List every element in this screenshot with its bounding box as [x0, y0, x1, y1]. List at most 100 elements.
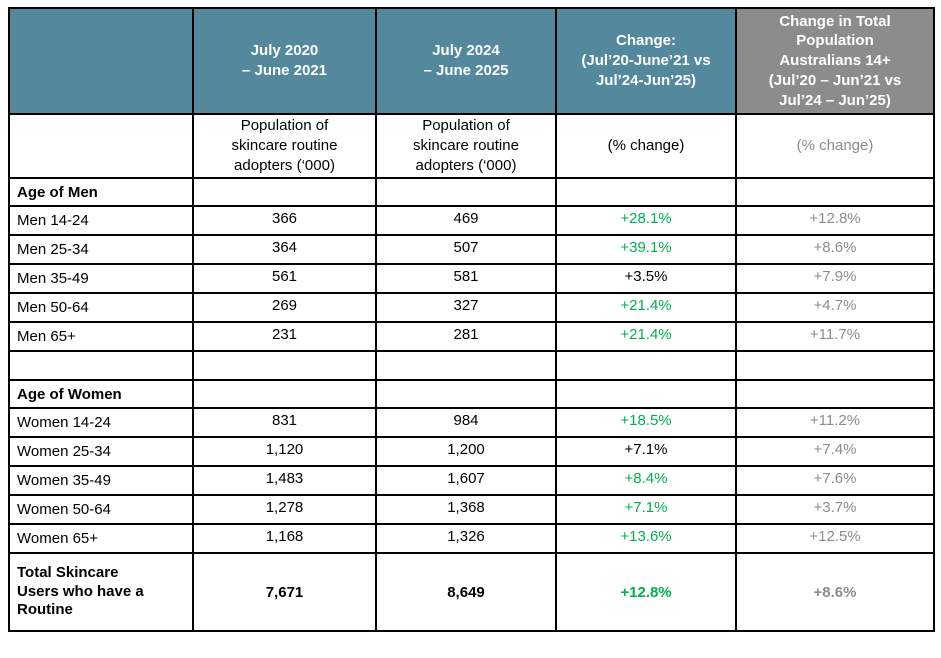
value-2024: 984: [375, 407, 557, 438]
value-2020: 269: [192, 292, 377, 323]
population-change-value: +11.7%: [735, 321, 935, 352]
section-label: Age of Women: [8, 379, 194, 409]
population-change-value: +12.8%: [735, 205, 935, 236]
empty-cell: [192, 177, 377, 207]
row-label: Women 50-64: [8, 494, 194, 525]
table-row: Men 14-24 366 469 +28.1% +12.8%: [8, 205, 935, 236]
row-label: Men 35-49: [8, 263, 194, 294]
header-cell-period-2020: July 2020 – June 2021: [192, 7, 377, 115]
empty-cell: [375, 350, 557, 381]
row-label: Men 25-34: [8, 234, 194, 265]
change-value: +13.6%: [620, 528, 672, 545]
empty-cell: [192, 350, 377, 381]
change-cell: +18.5%: [555, 407, 737, 438]
population-change-value: +4.7%: [735, 292, 935, 323]
table-header-row: July 2020 – June 2021 July 2024 – June 2…: [8, 7, 935, 115]
change-value: +12.8%: [620, 583, 672, 601]
change-value: +21.4%: [620, 326, 672, 343]
total-value-2024: 8,649: [375, 552, 557, 632]
value-2020: 366: [192, 205, 377, 236]
change-cell: +7.1%: [555, 494, 737, 525]
empty-cell: [735, 177, 935, 207]
table-row: Women 25-34 1,120 1,200 +7.1% +7.4%: [8, 436, 935, 467]
value-2020: 364: [192, 234, 377, 265]
total-population-change-value: +8.6%: [735, 552, 935, 632]
row-label: Women 65+: [8, 523, 194, 554]
value-2020: 1,483: [192, 465, 377, 496]
change-cell: +13.6%: [555, 523, 737, 554]
value-2020: 1,120: [192, 436, 377, 467]
change-value: +18.5%: [620, 412, 672, 429]
value-2020: 1,168: [192, 523, 377, 554]
row-label: Women 25-34: [8, 436, 194, 467]
table-row: Women 50-64 1,278 1,368 +7.1% +3.7%: [8, 494, 935, 525]
change-value: +39.1%: [620, 239, 672, 256]
empty-cell: [192, 379, 377, 409]
value-2024: 1,368: [375, 494, 557, 525]
spacer-row: [8, 350, 935, 381]
empty-cell: [375, 379, 557, 409]
section-row-age-of-men: Age of Men: [8, 177, 935, 207]
empty-cell: [8, 350, 194, 381]
change-cell: +21.4%: [555, 292, 737, 323]
table-row: Women 14-24 831 984 +18.5% +11.2%: [8, 407, 935, 438]
header-cell-total-population-change: Change in Total Population Australians 1…: [735, 7, 935, 115]
population-change-value: +12.5%: [735, 523, 935, 554]
value-2024: 1,200: [375, 436, 557, 467]
population-change-value: +11.2%: [735, 407, 935, 438]
empty-cell: [735, 379, 935, 409]
header-cell-period-2024: July 2024 – June 2025: [375, 7, 557, 115]
population-change-value: +7.6%: [735, 465, 935, 496]
header-cell-blank: [8, 7, 194, 115]
value-2020: 561: [192, 263, 377, 294]
value-2020: 231: [192, 321, 377, 352]
value-2024: 1,607: [375, 465, 557, 496]
table-row: Men 50-64 269 327 +21.4% +4.7%: [8, 292, 935, 323]
change-cell: +7.1%: [555, 436, 737, 467]
total-change-cell: +12.8%: [555, 552, 737, 632]
skincare-adoption-table: July 2020 – June 2021 July 2024 – June 2…: [8, 7, 935, 632]
subheader-cell-population-2024: Population of skincare routine adopters …: [375, 113, 557, 179]
total-label: Total Skincare Users who have a Routine: [8, 552, 194, 632]
row-label: Men 50-64: [8, 292, 194, 323]
change-value: +8.4%: [624, 470, 668, 487]
change-cell: +28.1%: [555, 205, 737, 236]
change-cell: +8.4%: [555, 465, 737, 496]
value-2024: 469: [375, 205, 557, 236]
total-row: Total Skincare Users who have a Routine …: [8, 552, 935, 632]
value-2024: 581: [375, 263, 557, 294]
change-value: +7.1%: [624, 441, 668, 458]
table-row: Women 35-49 1,483 1,607 +8.4% +7.6%: [8, 465, 935, 496]
value-2024: 1,326: [375, 523, 557, 554]
total-value-2020: 7,671: [192, 552, 377, 632]
value-2020: 1,278: [192, 494, 377, 525]
empty-cell: [555, 350, 737, 381]
section-label: Age of Men: [8, 177, 194, 207]
empty-cell: [555, 379, 737, 409]
population-change-value: +8.6%: [735, 234, 935, 265]
table-row: Women 65+ 1,168 1,326 +13.6% +12.5%: [8, 523, 935, 554]
row-label: Men 65+: [8, 321, 194, 352]
value-2024: 281: [375, 321, 557, 352]
value-2020: 831: [192, 407, 377, 438]
change-value: +3.5%: [624, 268, 668, 285]
table-row: Men 35-49 561 581 +3.5% +7.9%: [8, 263, 935, 294]
change-value: +28.1%: [620, 210, 672, 227]
population-change-value: +3.7%: [735, 494, 935, 525]
population-change-value: +7.9%: [735, 263, 935, 294]
value-2024: 327: [375, 292, 557, 323]
empty-cell: [735, 350, 935, 381]
value-2024: 507: [375, 234, 557, 265]
change-cell: +21.4%: [555, 321, 737, 352]
change-cell: +3.5%: [555, 263, 737, 294]
change-value: +21.4%: [620, 297, 672, 314]
change-cell: +39.1%: [555, 234, 737, 265]
empty-cell: [375, 177, 557, 207]
header-cell-change: Change: (Jul’20-June’21 vs Jul’24-Jun’25…: [555, 7, 737, 115]
row-label: Women 14-24: [8, 407, 194, 438]
table-row: Men 25-34 364 507 +39.1% +8.6%: [8, 234, 935, 265]
subheader-cell-population-2020: Population of skincare routine adopters …: [192, 113, 377, 179]
table-subheader-row: Population of skincare routine adopters …: [8, 113, 935, 179]
subheader-cell-total-population-change: (% change): [735, 113, 935, 179]
row-label: Men 14-24: [8, 205, 194, 236]
